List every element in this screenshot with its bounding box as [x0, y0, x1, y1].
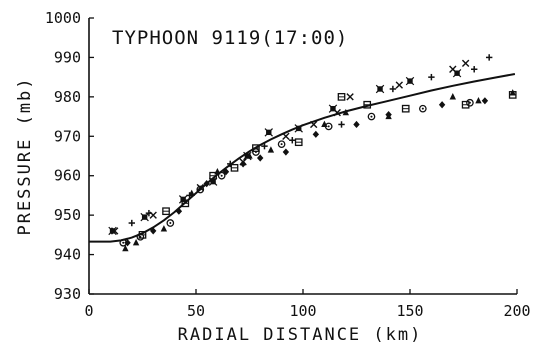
- data-point-cross: [461, 59, 470, 68]
- data-point-circle: [217, 171, 226, 180]
- data-point-diamond: [150, 227, 157, 235]
- data-point-circle: [418, 104, 427, 113]
- data-point-diamond: [481, 97, 489, 105]
- data-point-circle: [166, 219, 175, 227]
- data-point-square: [162, 207, 170, 216]
- data-point-cross: [239, 158, 247, 166]
- data-point-square: [461, 100, 470, 109]
- data-point-star: [108, 226, 117, 236]
- data-point-diamond: [175, 207, 183, 215]
- y-tick-label: 940: [54, 246, 81, 264]
- data-points: [108, 54, 517, 252]
- data-point-square: [230, 163, 239, 172]
- data-point-square: [252, 144, 260, 152]
- data-point-plus: [289, 137, 296, 144]
- data-point-plus: [389, 85, 397, 93]
- data-point-star: [405, 76, 415, 86]
- data-point-star: [452, 68, 462, 78]
- data-point-cross: [282, 132, 290, 140]
- data-point-diamond: [257, 154, 264, 162]
- data-point-triangle: [449, 93, 456, 100]
- data-point-cross: [196, 183, 204, 192]
- y-tick-label: 980: [54, 88, 81, 106]
- data-point-triangle: [122, 244, 129, 252]
- x-tick-label: 50: [187, 302, 205, 320]
- tick-labels: 0 50 100 150 200 930 940 950 960 970 980 990 1000: [45, 9, 531, 320]
- data-point-circle: [324, 122, 333, 131]
- data-point-square: [294, 138, 303, 147]
- data-point-plus: [471, 66, 478, 73]
- data-point-star: [264, 128, 273, 137]
- data-point-diamond: [239, 160, 247, 168]
- data-point-plus: [261, 142, 268, 150]
- data-point-star: [243, 151, 252, 161]
- data-point-star: [178, 195, 188, 204]
- data-point-plus: [227, 160, 234, 168]
- y-axis-title: PRESSURE (mb): [15, 76, 35, 235]
- data-point-diamond: [385, 111, 392, 119]
- data-point-cross: [395, 81, 403, 89]
- data-point-plus: [428, 73, 435, 81]
- data-point-star: [375, 84, 385, 94]
- data-point-square: [508, 91, 517, 99]
- data-point-diamond: [203, 180, 210, 188]
- data-point-square: [363, 100, 372, 109]
- y-tick-label: 990: [54, 48, 81, 66]
- data-point-plus: [186, 192, 193, 199]
- x-tick-label: 200: [503, 302, 530, 320]
- data-point-cross: [310, 120, 318, 129]
- x-tick-label: 150: [396, 302, 423, 320]
- x-tick-label: 0: [84, 302, 93, 320]
- data-point-triangle: [267, 146, 275, 153]
- data-point-cross: [149, 211, 157, 219]
- y-tick-label: 960: [54, 167, 81, 185]
- x-tick-label: 100: [289, 302, 316, 320]
- data-point-triangle: [475, 97, 482, 104]
- y-tick-label: 1000: [45, 9, 81, 27]
- data-point-circle: [119, 238, 128, 247]
- chart-title: TYPHOON 9119(17:00): [112, 27, 348, 49]
- data-point-star: [140, 212, 149, 222]
- data-point-diamond: [353, 120, 360, 129]
- y-tick-label: 970: [54, 127, 81, 145]
- data-point-star: [328, 104, 338, 113]
- data-point-circle: [367, 112, 376, 121]
- data-point-star: [294, 124, 303, 133]
- data-point-circle: [277, 140, 286, 149]
- tick-marks: [88, 17, 518, 295]
- data-point-square: [401, 104, 410, 113]
- data-point-square: [209, 171, 217, 180]
- data-point-diamond: [438, 101, 446, 109]
- y-tick-label: 950: [54, 206, 81, 224]
- data-point-plus: [485, 54, 493, 61]
- data-point-star: [208, 177, 218, 186]
- data-point-square: [337, 93, 346, 101]
- data-point-cross: [346, 93, 354, 101]
- y-tick-label: 930: [54, 285, 81, 303]
- data-point-plus: [128, 219, 135, 227]
- data-point-plus: [338, 121, 345, 128]
- data-point-triangle: [132, 238, 140, 246]
- data-point-triangle: [160, 225, 168, 232]
- x-axis-title: RADIAL DISTANCE (km): [178, 325, 423, 345]
- data-point-diamond: [282, 148, 290, 156]
- data-point-square: [138, 231, 147, 239]
- data-point-diamond: [312, 130, 320, 138]
- data-point-triangle: [342, 108, 349, 116]
